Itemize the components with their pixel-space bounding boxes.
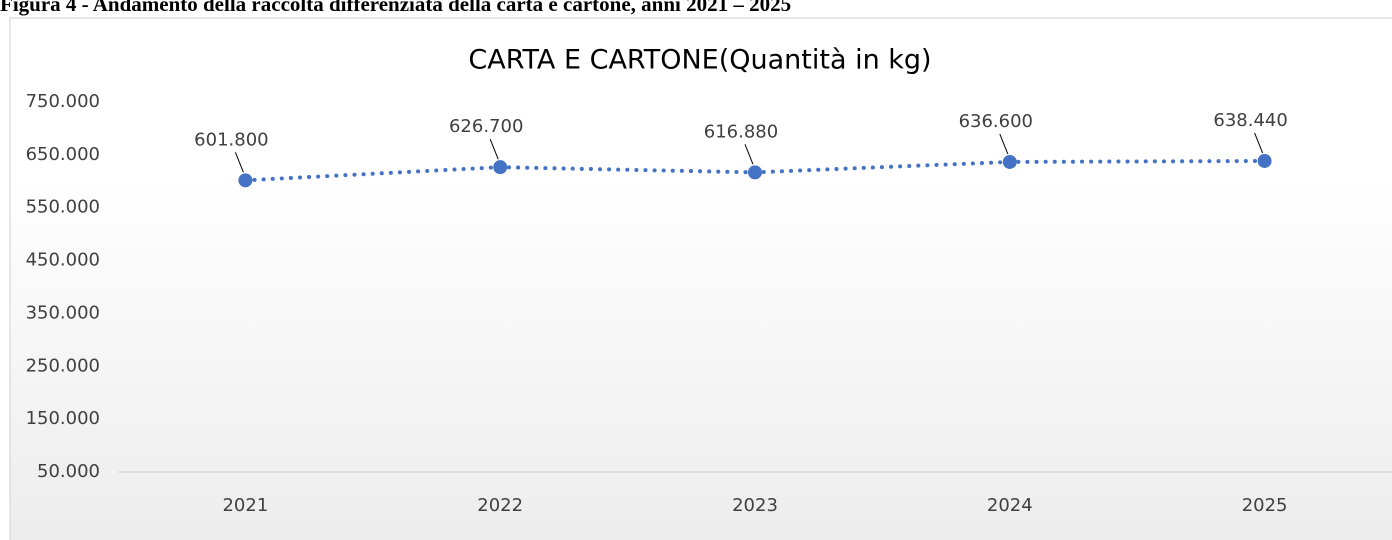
- leader-line: [744, 144, 754, 165]
- marker: [493, 160, 508, 175]
- y-tick-label: 650.000: [26, 144, 100, 165]
- chart-frame: [9, 17, 1392, 540]
- y-tick-label: 450.000: [26, 250, 100, 271]
- y-tick-label: 750.000: [26, 91, 100, 112]
- data-label: 616.880: [704, 121, 778, 142]
- x-tick-label: 2023: [732, 495, 778, 516]
- marker: [1257, 153, 1272, 168]
- data-label: 636.600: [959, 111, 1033, 132]
- y-tick-label: 50.000: [37, 461, 100, 482]
- leader-line: [1254, 132, 1264, 154]
- data-label: 638.440: [1213, 110, 1287, 131]
- chart-title: CARTA E CARTONE(Quantità in kg): [468, 45, 931, 76]
- x-tick-label: 2021: [222, 495, 268, 516]
- y-tick-label: 250.000: [26, 355, 100, 376]
- leader-line: [489, 138, 499, 160]
- x-tick-label: 2025: [1242, 495, 1288, 516]
- y-tick-label: 550.000: [26, 197, 100, 218]
- x-tick-label: 2024: [987, 495, 1033, 516]
- data-label: 626.700: [449, 116, 523, 137]
- data-label: 601.800: [194, 129, 268, 150]
- y-tick-label: 150.000: [26, 408, 100, 429]
- y-tick-label: 350.000: [26, 302, 100, 323]
- caption: Figura 4 - Andamento della raccolta diff…: [0, 0, 791, 16]
- marker: [238, 173, 253, 188]
- x-tick-label: 2022: [477, 495, 523, 516]
- marker: [748, 165, 762, 180]
- leader-line: [999, 133, 1009, 155]
- marker: [1002, 154, 1017, 169]
- leader-line: [234, 152, 244, 173]
